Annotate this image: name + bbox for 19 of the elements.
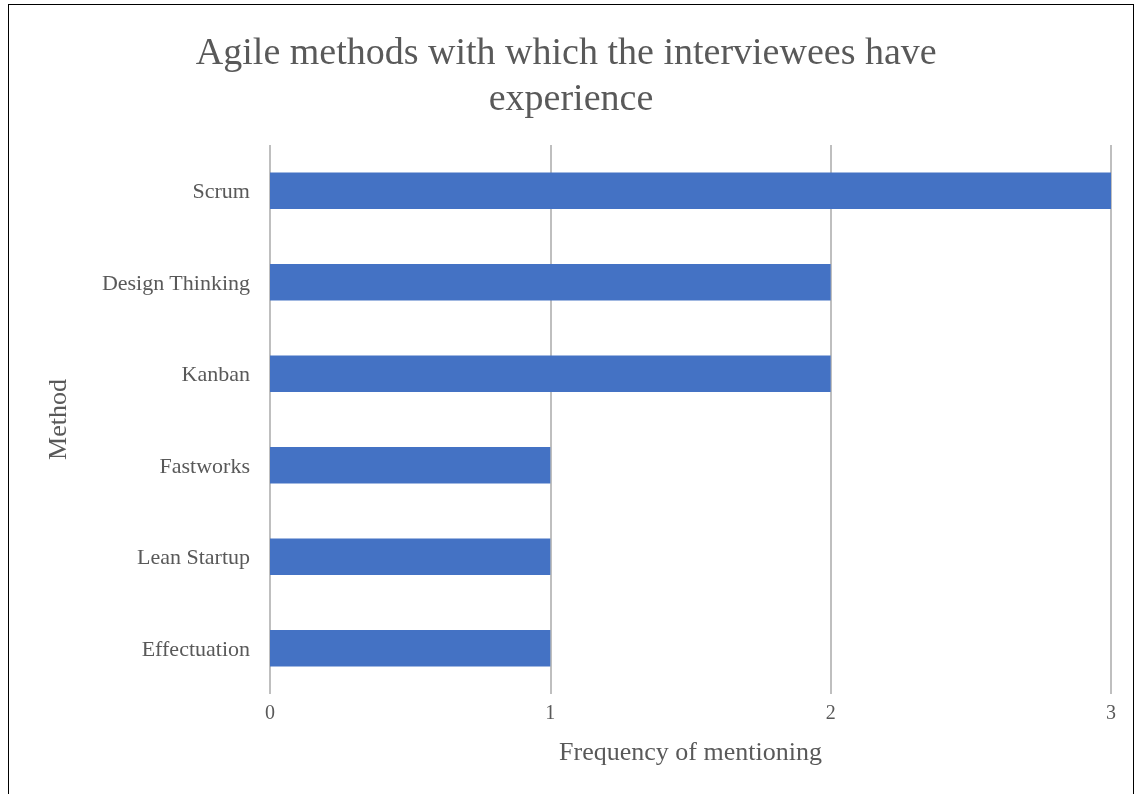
y-tick-label: Kanban bbox=[181, 361, 250, 387]
x-tick-label: 3 bbox=[1106, 701, 1116, 723]
y-tick-label: Lean Startup bbox=[136, 544, 250, 570]
chart-title: Agile methods with which the interviewees have experience bbox=[195, 30, 947, 118]
y-tick-label: Design Thinking bbox=[101, 269, 250, 295]
bar bbox=[270, 629, 551, 667]
x-tick-label: 1 bbox=[545, 701, 556, 723]
y-tick-label: Effectuation bbox=[141, 635, 250, 661]
bar bbox=[270, 446, 551, 484]
y-tick-label: Fastworks bbox=[159, 452, 250, 478]
bar bbox=[270, 355, 831, 393]
bar bbox=[270, 538, 551, 576]
y-axis-title: Method bbox=[42, 379, 72, 460]
x-tick-label: 0 bbox=[265, 701, 275, 723]
y-tick-label: Scrum bbox=[192, 178, 250, 204]
bar bbox=[270, 263, 831, 301]
x-axis-title: Frequency of mentioning bbox=[559, 736, 822, 766]
bar bbox=[270, 172, 1111, 210]
x-tick-label: 2 bbox=[825, 701, 836, 723]
